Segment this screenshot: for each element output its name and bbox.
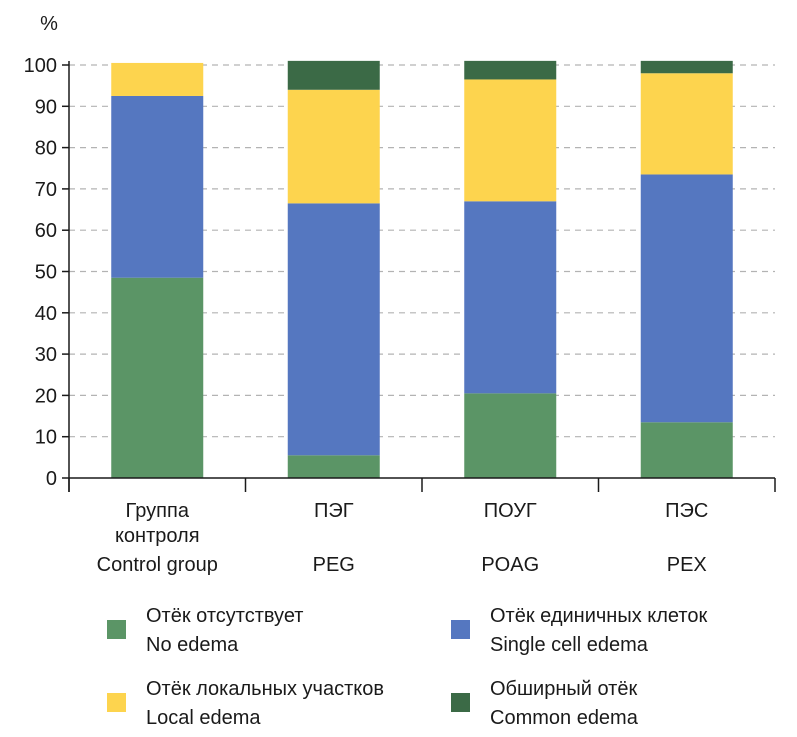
y-tick-label: 30 [35, 344, 57, 366]
bar-segment [287, 455, 380, 478]
legend-label-ru: Отёк отсутствует [146, 605, 304, 627]
bar-segment [640, 73, 733, 175]
x-axis-labels: Группа контроля Control group ПЭГ PEG ПОУГ POA… [97, 500, 709, 576]
stacked-bar-chart: % 0 10 20 30 40 50 60 70 80 90 100 Группа контроля C… [24, 13, 776, 576]
y-tick-label: 0 [46, 468, 57, 490]
legend-label-en: Single cell edema [490, 634, 648, 656]
bar-segment [287, 60, 380, 90]
bar-segment [464, 60, 557, 80]
y-tick-label: 100 [24, 55, 57, 77]
legend-item-local-edema: Отёк локальных участков Local edema [107, 675, 384, 733]
bar-segment [640, 174, 733, 423]
legend-label-ru: Отёк локальных участков [146, 678, 384, 700]
bars [111, 60, 733, 478]
y-axis-ticks: 0 10 20 30 40 50 60 70 80 90 100 [24, 55, 69, 490]
bar-segment [464, 393, 557, 478]
x-category-label: ПЭГ [314, 500, 354, 522]
bar-segment [640, 60, 733, 74]
legend-swatch-single-cell-edema [451, 620, 470, 639]
bar-segment [640, 422, 733, 478]
x-category-label: PEG [313, 554, 355, 576]
x-category-label: POAG [481, 554, 539, 576]
y-tick-label: 90 [35, 96, 57, 118]
legend-label-en: No edema [146, 634, 239, 656]
y-tick-label: 70 [35, 179, 57, 201]
bar-segment [111, 277, 204, 478]
axes [68, 61, 776, 492]
y-tick-label: 40 [35, 303, 57, 325]
x-category-label: ПОУГ [484, 500, 537, 522]
y-tick-label: 20 [35, 385, 57, 407]
x-category-label: Control group [97, 554, 218, 576]
legend-label-en: Common edema [490, 707, 638, 729]
legend-label-ru: Отёк единичных клеток [490, 605, 708, 627]
x-category-label: PEX [667, 554, 707, 576]
y-tick-label: 50 [35, 262, 57, 284]
legend-swatch-common-edema [451, 693, 470, 712]
legend-item-no-edema: Отёк отсутствует No edema [107, 602, 303, 660]
y-tick-label: 60 [35, 220, 57, 242]
legend-label-ru: Обширный отёк [490, 678, 638, 700]
bar-segment [287, 203, 380, 456]
legend-item-single-cell-edema: Отёк единичных клеток Single cell edema [451, 602, 707, 660]
legend-label-en: Local edema [146, 707, 261, 729]
legend-swatch-local-edema [107, 693, 126, 712]
bar-segment [464, 79, 557, 202]
bar-segment [464, 201, 557, 394]
legend-item-common-edema: Обширный отёк Common edema [451, 675, 638, 733]
x-category-label: ПЭС [665, 500, 708, 522]
bar-segment [287, 89, 380, 204]
y-tick-label: 80 [35, 138, 57, 160]
x-category-label: контроля [115, 525, 200, 547]
legend: Отёк отсутствует No edema Отёк единичных… [0, 596, 797, 737]
bar-segment [111, 95, 204, 278]
x-category-label: Группа [126, 500, 190, 522]
legend-swatch-no-edema [107, 620, 126, 639]
bar-segment [111, 62, 204, 96]
y-tick-label: 10 [35, 427, 57, 449]
y-axis-unit-label: % [40, 13, 58, 35]
